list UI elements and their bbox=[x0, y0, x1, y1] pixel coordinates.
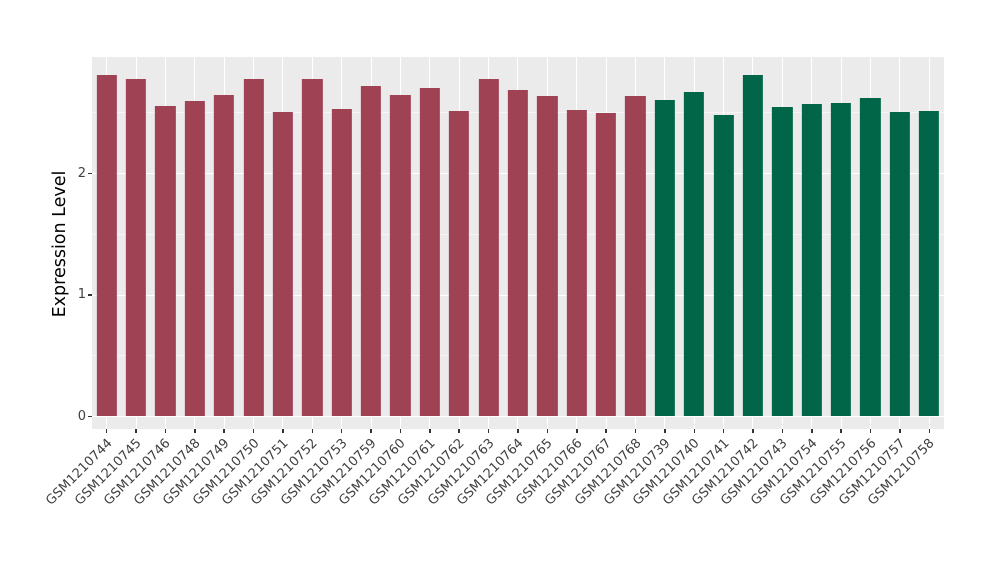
y-tick-mark bbox=[88, 172, 92, 174]
x-tick-mark bbox=[928, 429, 931, 433]
bar-column bbox=[356, 57, 385, 429]
bar-column bbox=[210, 57, 239, 429]
bar-column bbox=[562, 57, 591, 429]
x-tick-mark bbox=[869, 429, 872, 433]
y-tick-mark bbox=[88, 415, 92, 417]
bar-column bbox=[533, 57, 562, 429]
bar bbox=[742, 74, 764, 416]
x-tick-mark bbox=[429, 429, 431, 433]
x-tick-mark bbox=[693, 429, 696, 433]
y-tick-label: 0 bbox=[77, 408, 86, 424]
bar bbox=[214, 95, 235, 416]
plot-panel bbox=[92, 57, 944, 429]
bar bbox=[155, 106, 176, 416]
bar bbox=[860, 97, 881, 416]
bar-column bbox=[621, 57, 650, 429]
x-tick-mark bbox=[399, 429, 402, 433]
bar-column bbox=[709, 57, 738, 429]
bar-column bbox=[591, 57, 620, 429]
bar-column bbox=[298, 57, 327, 429]
bar bbox=[390, 95, 411, 416]
x-tick-mark bbox=[194, 429, 196, 433]
x-tick-mark bbox=[340, 429, 343, 433]
x-tick-mark bbox=[487, 429, 490, 433]
x-tick-mark bbox=[458, 429, 460, 433]
bar-column bbox=[738, 57, 767, 429]
bar-column bbox=[826, 57, 855, 429]
bar bbox=[419, 87, 440, 416]
bar-column bbox=[180, 57, 209, 429]
bar bbox=[360, 85, 382, 416]
x-tick-mark bbox=[752, 429, 754, 433]
x-tick-mark bbox=[223, 429, 225, 433]
bar-column bbox=[92, 57, 121, 429]
x-tick-mark bbox=[135, 429, 137, 433]
bar-column bbox=[445, 57, 474, 429]
bar-column bbox=[415, 57, 444, 429]
bar bbox=[96, 74, 117, 416]
bar bbox=[507, 90, 529, 416]
x-tick-mark bbox=[164, 429, 167, 433]
bar-column bbox=[239, 57, 268, 429]
bar bbox=[184, 101, 205, 416]
x-tick-mark bbox=[722, 429, 725, 433]
y-tick-mark bbox=[88, 294, 92, 296]
bar bbox=[889, 112, 910, 416]
x-tick-mark bbox=[282, 429, 284, 433]
x-tick-mark bbox=[605, 429, 607, 433]
x-tick-mark bbox=[517, 429, 519, 433]
bar-column bbox=[797, 57, 826, 429]
x-tick-mark bbox=[840, 429, 842, 433]
x-tick-mark bbox=[899, 429, 901, 433]
x-tick-mark bbox=[811, 429, 813, 433]
bar bbox=[566, 109, 587, 416]
bar-column bbox=[151, 57, 180, 429]
bar bbox=[595, 113, 617, 416]
bar bbox=[684, 91, 705, 416]
bar-column bbox=[650, 57, 679, 429]
bar-column bbox=[503, 57, 532, 429]
bar bbox=[919, 111, 940, 416]
x-tick-mark bbox=[252, 429, 255, 433]
x-tick-mark bbox=[634, 429, 637, 433]
bar bbox=[243, 79, 264, 416]
bar bbox=[801, 103, 822, 416]
x-tick-mark bbox=[311, 429, 314, 433]
bar bbox=[537, 96, 558, 416]
bar bbox=[830, 102, 852, 416]
bar-column bbox=[885, 57, 914, 429]
x-tick-mark bbox=[105, 429, 108, 433]
y-tick-label: 1 bbox=[77, 287, 86, 302]
bars-container bbox=[92, 57, 944, 429]
bar-column bbox=[768, 57, 797, 429]
bar-column bbox=[121, 57, 150, 429]
bar-column bbox=[915, 57, 944, 429]
bar-column bbox=[386, 57, 415, 429]
bar bbox=[302, 79, 323, 416]
x-tick-mark bbox=[781, 429, 784, 433]
bar bbox=[125, 79, 147, 416]
bar bbox=[625, 96, 646, 416]
bar bbox=[449, 111, 470, 416]
y-tick-label: 2 bbox=[77, 165, 86, 181]
bar bbox=[478, 79, 499, 416]
bar bbox=[713, 114, 734, 416]
bar-column bbox=[268, 57, 297, 429]
bar bbox=[772, 107, 793, 416]
bar-column bbox=[680, 57, 709, 429]
bar-column bbox=[474, 57, 503, 429]
bar-column bbox=[327, 57, 356, 429]
x-tick-mark bbox=[576, 429, 578, 433]
x-tick-mark bbox=[664, 429, 666, 433]
bar bbox=[654, 100, 675, 416]
bar bbox=[331, 108, 352, 416]
x-tick-mark bbox=[546, 429, 549, 433]
bar bbox=[272, 112, 294, 416]
x-tick-mark bbox=[370, 429, 372, 433]
bar-column bbox=[856, 57, 885, 429]
